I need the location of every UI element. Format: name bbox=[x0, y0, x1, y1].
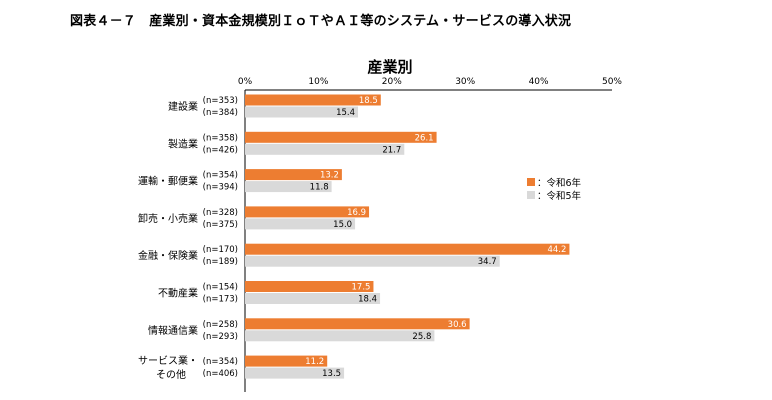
figure-title: 図表４－７ 産業別・資本金規模別ＩｏＴやＡＩ等のシステム・サービスの導入状況 bbox=[70, 14, 572, 29]
category-label: サービス業・ bbox=[138, 354, 198, 367]
value-label-r6: 13.2 bbox=[320, 171, 339, 181]
bar-r6 bbox=[245, 131, 437, 143]
x-tick-label: 10% bbox=[308, 77, 328, 87]
n-label-r5: (n=406) bbox=[203, 369, 238, 379]
x-tick-label: 0% bbox=[238, 77, 253, 87]
category-label: その他 bbox=[156, 368, 186, 381]
bar-r5 bbox=[245, 181, 332, 193]
value-label-r5: 34.7 bbox=[478, 257, 497, 267]
n-label-r5: (n=189) bbox=[203, 257, 238, 267]
category-label: 情報通信業 bbox=[148, 324, 198, 337]
n-label-r6: (n=258) bbox=[203, 320, 238, 330]
category-label: 製造業 bbox=[168, 137, 198, 150]
category-label: 不動産業 bbox=[158, 287, 198, 300]
value-label-r5: 25.8 bbox=[412, 332, 431, 342]
n-label-r5: (n=384) bbox=[203, 108, 238, 118]
x-tick-label: 40% bbox=[529, 77, 549, 87]
bar-r6 bbox=[245, 243, 570, 255]
legend-label-r5: ：令和5年 bbox=[537, 190, 582, 202]
n-label-r6: (n=170) bbox=[203, 245, 238, 255]
bar-r6 bbox=[245, 169, 342, 181]
bar-r5 bbox=[245, 106, 359, 118]
bar-r5 bbox=[245, 367, 345, 379]
bar-r6 bbox=[245, 355, 328, 367]
n-label-r6: (n=354) bbox=[203, 171, 238, 181]
value-label-r5: 15.0 bbox=[333, 220, 352, 230]
value-label-r5: 21.7 bbox=[382, 145, 401, 155]
value-label-r6: 44.2 bbox=[547, 245, 566, 255]
value-label-r6: 16.9 bbox=[347, 208, 366, 218]
x-tick-label: 50% bbox=[602, 77, 622, 87]
legend-swatch-r5 bbox=[527, 191, 535, 199]
x-tick-label: 20% bbox=[382, 77, 402, 87]
value-label-r5: 13.5 bbox=[322, 369, 341, 379]
n-label-r5: (n=173) bbox=[203, 295, 238, 305]
x-tick-label: 30% bbox=[455, 77, 475, 87]
chart-title: 産業別 bbox=[367, 58, 412, 76]
n-label-r6: (n=353) bbox=[203, 96, 238, 106]
n-label-r6: (n=154) bbox=[203, 283, 238, 293]
bar-r5 bbox=[245, 143, 405, 155]
bar-r5 bbox=[245, 255, 500, 267]
legend-label-r6: ：令和6年 bbox=[537, 177, 582, 189]
category-label: 建設業 bbox=[168, 100, 198, 113]
value-label-r5: 15.4 bbox=[336, 108, 355, 118]
n-label-r5: (n=426) bbox=[203, 145, 238, 155]
bar-r5 bbox=[245, 293, 381, 304]
n-label-r6: (n=358) bbox=[203, 133, 238, 143]
bar-r5 bbox=[245, 218, 356, 230]
legend-swatch-r6 bbox=[527, 178, 535, 186]
value-label-r6: 11.2 bbox=[305, 357, 324, 367]
bar-r6 bbox=[245, 94, 381, 106]
n-label-r5: (n=293) bbox=[203, 332, 238, 342]
n-label-r6: (n=328) bbox=[203, 208, 238, 218]
bar-r6 bbox=[245, 206, 370, 218]
category-label: 運輸・郵便業 bbox=[138, 175, 198, 188]
n-label-r6: (n=354) bbox=[203, 357, 238, 367]
bar-r5 bbox=[245, 330, 435, 342]
value-label-r6: 18.5 bbox=[359, 96, 378, 106]
value-label-r6: 26.1 bbox=[415, 133, 434, 143]
value-label-r6: 17.5 bbox=[352, 283, 371, 293]
value-label-r6: 30.6 bbox=[448, 320, 467, 330]
value-label-r5: 11.8 bbox=[310, 183, 329, 193]
bar-r6 bbox=[245, 281, 374, 292]
bar-r6 bbox=[245, 318, 470, 330]
value-label-r5: 18.4 bbox=[358, 295, 377, 305]
n-label-r5: (n=394) bbox=[203, 183, 238, 193]
category-label: 金融・保険業 bbox=[138, 249, 198, 262]
category-label: 卸売・小売業 bbox=[138, 212, 198, 225]
n-label-r5: (n=375) bbox=[203, 220, 238, 230]
